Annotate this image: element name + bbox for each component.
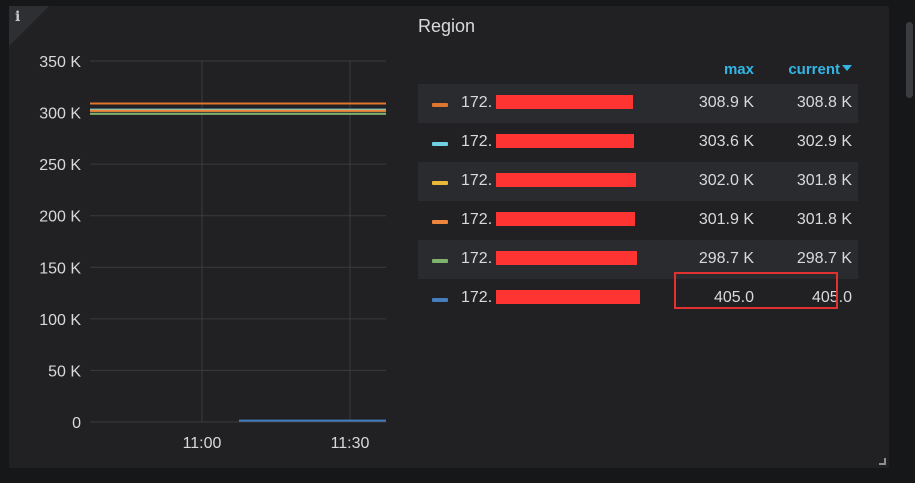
current-value: 405.0 <box>811 289 852 306</box>
legend-row[interactable]: 172. 302.0 K 301.8 K <box>418 162 858 201</box>
max-value: 303.6 K <box>698 133 754 150</box>
y-tick-label: 200 K <box>39 209 81 226</box>
series-color-swatch[interactable] <box>432 298 448 302</box>
scrollbar-thumb[interactable] <box>906 22 913 98</box>
series-name[interactable]: 172. <box>461 289 493 306</box>
redaction-mark <box>496 290 640 304</box>
legend-header: max current <box>418 59 858 83</box>
redaction-mark <box>496 251 637 265</box>
series-color-swatch[interactable] <box>432 220 448 224</box>
series-name[interactable]: 172. <box>461 94 493 111</box>
current-column-label: current <box>788 61 840 78</box>
info-icon[interactable]: i <box>15 9 21 25</box>
series-name[interactable]: 172. <box>461 172 493 189</box>
series-color-swatch[interactable] <box>432 142 448 146</box>
y-tick-label: 300 K <box>39 106 81 123</box>
max-column-header[interactable]: max <box>723 61 754 78</box>
series-name[interactable]: 172. <box>461 250 493 267</box>
y-tick-label: 250 K <box>39 157 81 174</box>
y-tick-label: 150 K <box>39 260 81 277</box>
max-value: 298.7 K <box>698 250 754 267</box>
redaction-mark <box>496 212 635 226</box>
highlight-annotation <box>674 272 838 309</box>
y-tick-label: 350 K <box>39 54 81 71</box>
info-corner[interactable] <box>9 6 49 46</box>
legend-title: Region <box>418 16 476 36</box>
max-value: 301.9 K <box>698 211 754 228</box>
max-value: 302.0 K <box>698 172 754 189</box>
x-tick-label: 11:00 <box>183 435 222 452</box>
line-chart[interactable]: 350 K 300 K 250 K 200 K 150 K 100 K 50 K 0 11:00… <box>9 6 409 468</box>
current-value: 308.8 K <box>796 94 852 111</box>
resize-handle-icon[interactable] <box>879 458 886 465</box>
y-tick-label: 0 <box>72 415 81 432</box>
legend-row[interactable]: 172. 405.0 405.0 <box>418 279 858 318</box>
y-tick-label: 100 K <box>39 312 81 329</box>
current-column-header[interactable]: current <box>788 61 852 78</box>
current-value: 302.9 K <box>796 133 852 150</box>
legend-row[interactable]: 172. 303.6 K 302.9 K <box>418 123 858 162</box>
current-value: 301.8 K <box>796 211 852 228</box>
series-color-swatch[interactable] <box>432 259 448 263</box>
legend-row[interactable]: 172. 301.9 K 301.8 K <box>418 201 858 240</box>
redaction-mark <box>496 173 636 187</box>
series-name[interactable]: 172. <box>461 211 493 228</box>
redaction-mark <box>496 95 633 109</box>
series-name[interactable]: 172. <box>461 133 493 150</box>
redaction-mark <box>496 134 634 148</box>
graph-panel: i 350 K 300 K 250 K 200 K 150 K 100 K 50 K 0 11:… <box>9 6 889 468</box>
legend-row[interactable]: 172. 308.9 K 308.8 K <box>418 84 858 123</box>
series-color-swatch[interactable] <box>432 103 448 107</box>
sort-desc-icon <box>842 65 852 71</box>
max-value: 308.9 K <box>698 94 754 111</box>
y-tick-label: 50 K <box>48 363 81 380</box>
series-color-swatch[interactable] <box>432 181 448 185</box>
x-tick-label: 11:30 <box>331 435 370 452</box>
max-value: 405.0 <box>713 289 754 306</box>
current-value: 298.7 K <box>796 250 852 267</box>
current-value: 301.8 K <box>796 172 852 189</box>
